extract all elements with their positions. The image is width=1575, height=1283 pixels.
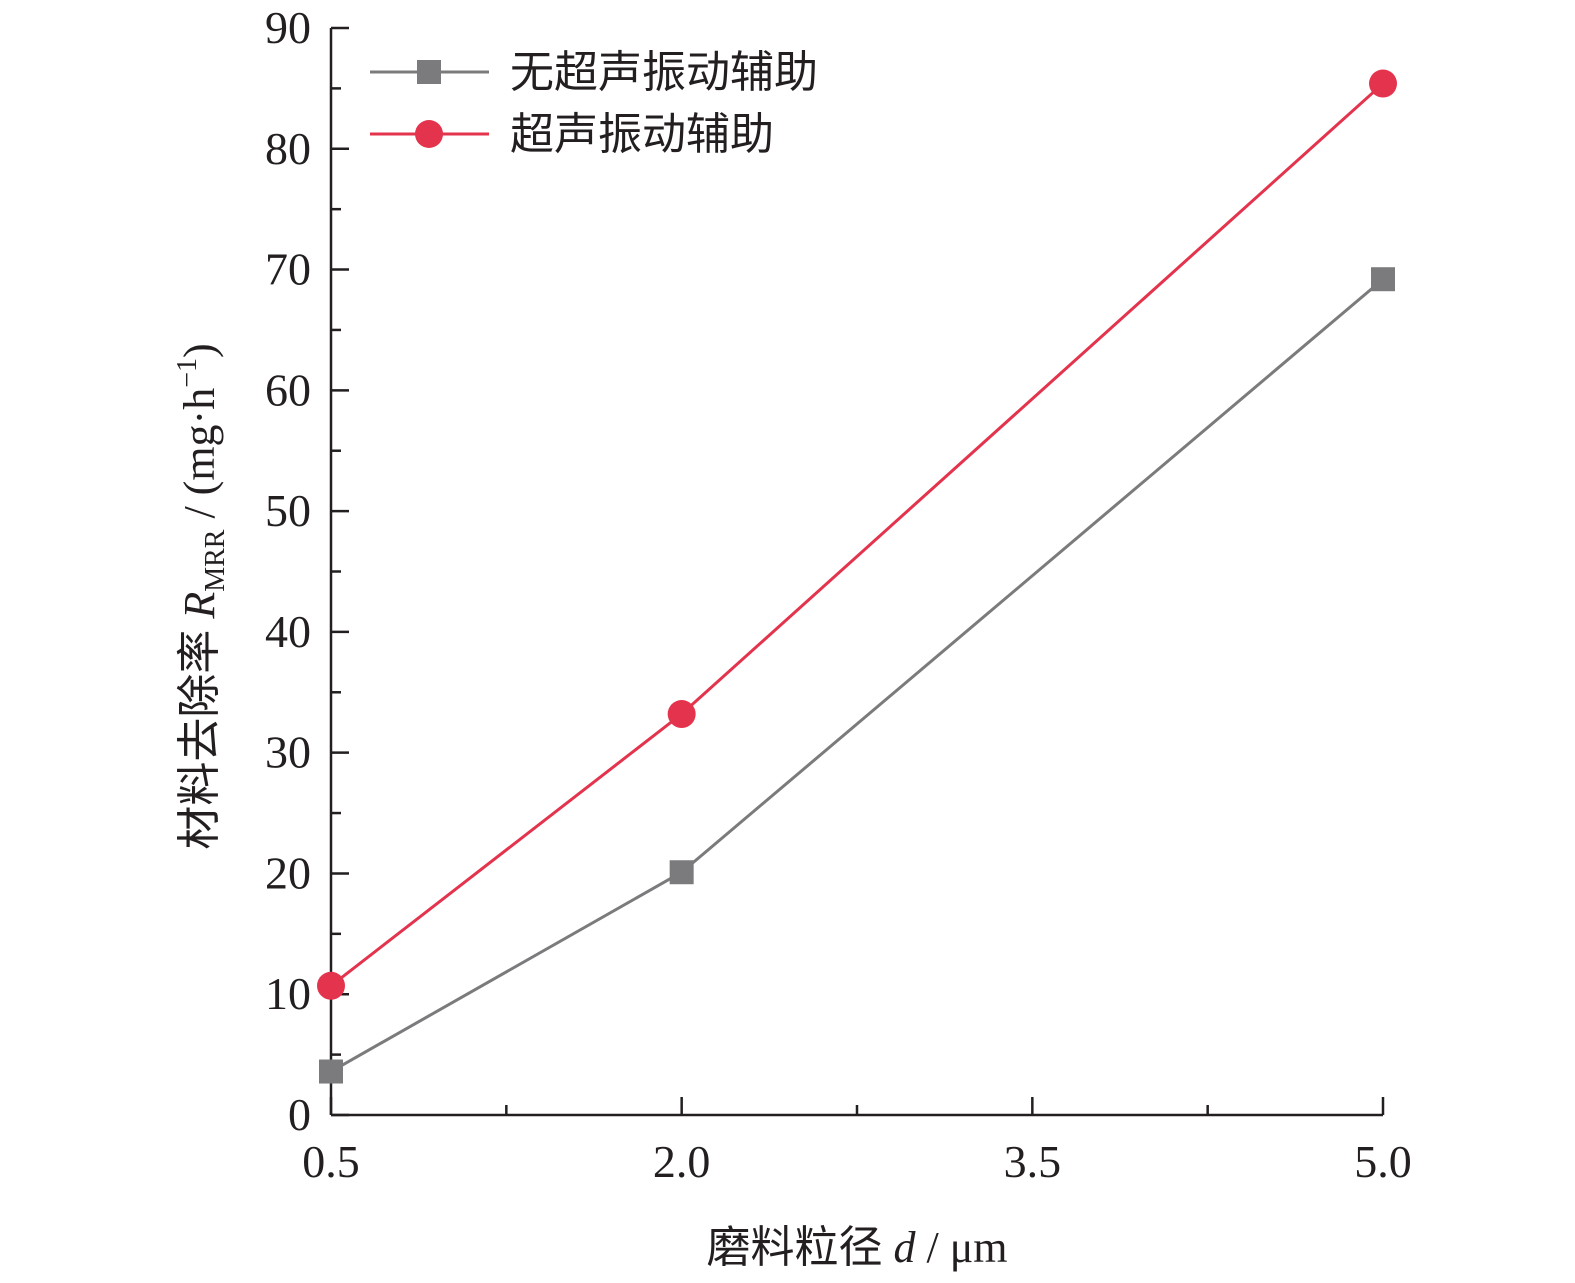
y-axis-title-unit-open: / (mg·h	[175, 388, 224, 530]
y-tick-label: 50	[265, 485, 311, 536]
legend-label: 超声振动辅助	[510, 110, 774, 159]
y-tick-label: 0	[288, 1089, 311, 1140]
y-axis-title: 材料去除率 RMRR / (mg·h−1)	[172, 343, 231, 849]
data-point	[667, 700, 696, 729]
series-line	[330, 82, 1385, 987]
y-tick-label: 30	[265, 727, 311, 778]
legend-entry: 无超声振动辅助	[370, 48, 818, 97]
y-tick-label: 20	[265, 847, 311, 898]
legend-label: 无超声振动辅助	[510, 48, 818, 97]
series-2	[317, 69, 1397, 1000]
data-point	[1369, 69, 1397, 98]
y-tick-label: 40	[265, 606, 311, 657]
x-axis-title: 磨料粒径 d / μm	[706, 1223, 1007, 1272]
x-axis-title-var: d	[893, 1223, 916, 1272]
axes	[329, 28, 1383, 1117]
y-axis-title-var: R	[175, 592, 224, 620]
x-axis-title-main: 磨料粒径	[706, 1223, 893, 1272]
legend-marker	[417, 60, 441, 84]
data-point	[317, 971, 345, 1000]
legend-marker	[415, 120, 443, 148]
data-point	[319, 1059, 343, 1084]
y-axis-title-main: 材料去除率	[175, 619, 224, 850]
ticks: 0 10 20 30 40 50 60 70 80 90 0.5 2.0 3.5 5.0	[265, 2, 1412, 1187]
x-tick-label: 0.5	[302, 1136, 360, 1187]
y-tick-label: 80	[265, 123, 311, 174]
y-axis-title-sub: MRR	[200, 529, 231, 592]
x-axis-title-unit: / μm	[915, 1223, 1007, 1272]
x-tick-label: 2.0	[653, 1136, 711, 1187]
series-line	[330, 278, 1384, 1073]
x-tick-label: 3.5	[1004, 1136, 1062, 1187]
y-tick-label: 90	[265, 2, 311, 53]
data-point	[1371, 267, 1395, 292]
data-point	[669, 860, 694, 885]
y-tick-label: 70	[265, 244, 311, 295]
x-tick-label: 5.0	[1354, 1136, 1412, 1187]
legend-entry: 超声振动辅助	[370, 110, 774, 159]
y-tick-label: 10	[265, 968, 311, 1019]
y-axis-title-unit-close: )	[175, 343, 224, 358]
y-tick-label: 60	[265, 364, 311, 415]
y-axis-title-sup: −1	[172, 358, 203, 388]
series-layer	[317, 69, 1397, 1084]
series-1	[319, 267, 1395, 1084]
